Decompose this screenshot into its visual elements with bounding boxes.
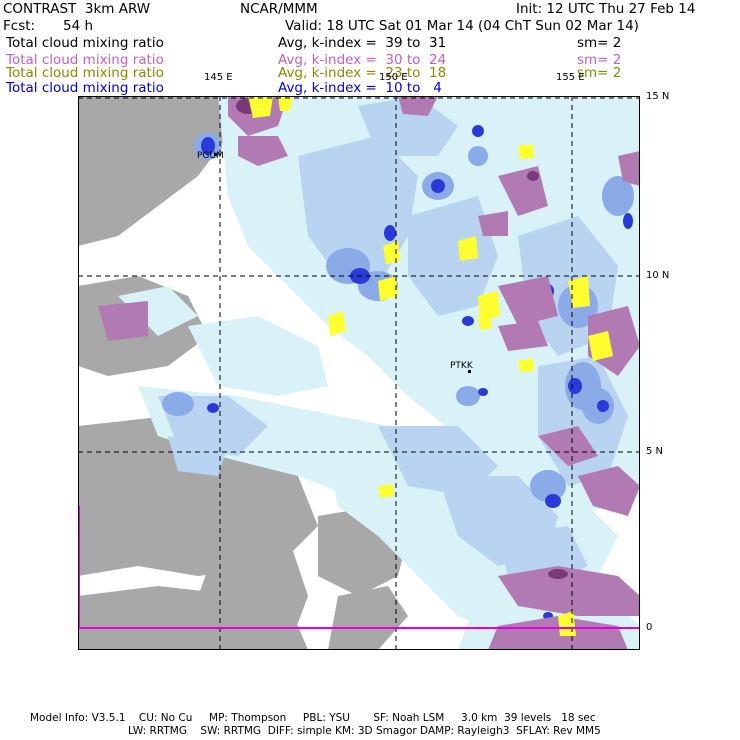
forecast-hours: 54 h bbox=[63, 18, 94, 34]
station-label-ptkk: PTKK bbox=[450, 361, 473, 371]
lat-label-5n: 5 N bbox=[646, 446, 664, 457]
field-name-3: Total cloud mixing ratio bbox=[6, 65, 164, 81]
center-title: NCAR/MMM bbox=[240, 1, 318, 17]
model-info-line1: Model Info: V3.5.1 CU: No Cu MP: Thompso… bbox=[30, 712, 596, 724]
init-time: Init: 12 UTC Thu 27 Feb 14 bbox=[516, 1, 696, 17]
grid-lines bbox=[78, 96, 640, 650]
field-name-2: Total cloud mixing ratio bbox=[6, 52, 164, 68]
station-label-pgum: PGUM bbox=[197, 151, 224, 161]
lat-label-0: 0 bbox=[646, 622, 653, 633]
map-border bbox=[78, 96, 640, 650]
field-range-2: Avg, k-index = 30 to 24 bbox=[278, 52, 447, 68]
field-range-3: Avg, k-index = 23 to 18 bbox=[278, 65, 447, 81]
lon-label-145: 145 E bbox=[204, 72, 233, 83]
field-sm-1: sm= 2 bbox=[577, 35, 622, 51]
lat-label-10n: 10 N bbox=[646, 270, 670, 281]
model-info-line2: LW: RRTMG SW: RRTMG DIFF: simple KM: 3D … bbox=[128, 725, 601, 737]
valid-time: Valid: 18 UTC Sat 01 Mar 14 (04 ChT Sun … bbox=[285, 18, 639, 34]
field-name-4: Total cloud mixing ratio bbox=[6, 80, 164, 96]
lat-label-15n: 15 N bbox=[646, 91, 670, 102]
field-name-1: Total cloud mixing ratio bbox=[6, 35, 164, 51]
field-range-4: Avg, k-index = 10 to 4 bbox=[278, 80, 442, 96]
station-marker-pgum bbox=[214, 153, 217, 156]
forecast-label: Fcst: bbox=[3, 18, 36, 34]
lon-label-155: 155 E bbox=[556, 72, 585, 83]
station-marker-ptkk bbox=[468, 370, 471, 373]
cloud-map bbox=[78, 96, 640, 650]
yellow-cloud-layer bbox=[248, 96, 613, 636]
lon-label-150: 150 E bbox=[379, 72, 408, 83]
model-title: CONTRAST 3km ARW bbox=[3, 1, 151, 17]
field-sm-2: sm= 2 bbox=[577, 52, 622, 68]
field-sm-3: sm= 2 bbox=[577, 65, 622, 81]
field-range-1: Avg, k-index = 39 to 31 bbox=[278, 35, 447, 51]
